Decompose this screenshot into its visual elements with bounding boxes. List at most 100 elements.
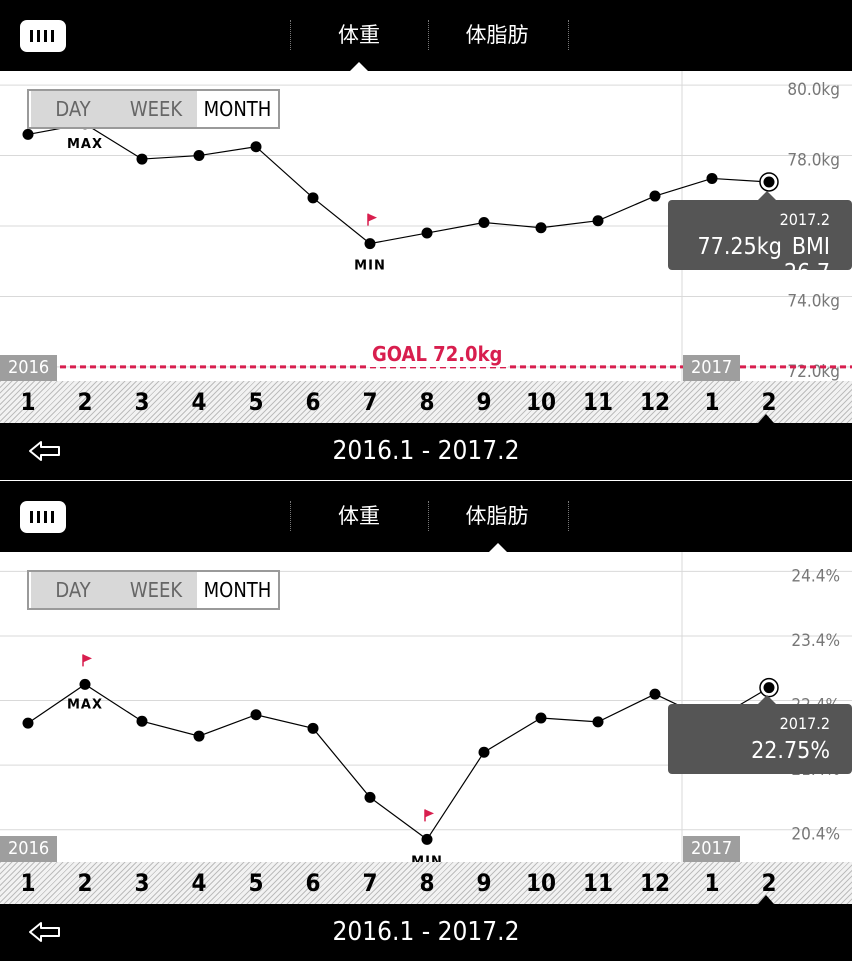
month-label[interactable]: 1	[20, 388, 36, 416]
tab-weight[interactable]: 体重	[338, 23, 380, 47]
data-point	[592, 716, 604, 728]
month-label[interactable]: 2	[77, 869, 93, 897]
y-tick-label: 74.0kg	[787, 291, 840, 311]
tooltip-date: 2017.2	[779, 714, 830, 733]
month-label[interactable]: 6	[305, 388, 321, 416]
month-label[interactable]: 9	[476, 869, 492, 897]
data-point	[22, 717, 34, 729]
tooltip-value: 77.25kg	[697, 234, 782, 260]
tooltip-bmi: BMI 26.7	[783, 234, 830, 286]
series-line	[27, 123, 770, 245]
data-point	[535, 222, 547, 234]
max-label: MAX	[67, 137, 103, 152]
data-point	[763, 176, 775, 188]
period-month-button[interactable]: MONTH	[197, 572, 278, 608]
year-end-badge: 2017	[683, 836, 741, 862]
month-label[interactable]: 7	[362, 869, 378, 897]
month-label[interactable]: 2	[761, 388, 777, 416]
month-label[interactable]: 3	[134, 869, 150, 897]
month-label[interactable]: 1	[704, 388, 720, 416]
month-label[interactable]: 4	[191, 869, 207, 897]
month-label[interactable]: 3	[134, 388, 150, 416]
month-label[interactable]: 12	[639, 869, 671, 897]
date-range-label: 2016.1 - 2017.2	[332, 436, 520, 466]
scale-logo-icon[interactable]	[20, 20, 66, 52]
month-label[interactable]: 10	[525, 869, 557, 897]
footer-bar: 2016.1 - 2017.2	[0, 423, 852, 480]
month-label[interactable]: 1	[704, 869, 720, 897]
month-label[interactable]: 8	[419, 869, 435, 897]
month-label[interactable]: 6	[305, 869, 321, 897]
month-label[interactable]: 4	[191, 388, 207, 416]
year-end-badge: 2017	[683, 355, 741, 381]
y-tick-label: 80.0kg	[787, 80, 840, 100]
tooltip-arrow	[758, 191, 776, 200]
data-point	[307, 192, 319, 204]
month-label[interactable]: 12	[639, 388, 671, 416]
year-start-badge: 2016	[0, 836, 58, 862]
data-point	[421, 227, 433, 239]
tooltip-arrow	[758, 695, 776, 704]
flag-icon	[425, 809, 434, 818]
panel-separator	[0, 480, 852, 481]
month-label[interactable]: 7	[362, 388, 378, 416]
tab-divider	[568, 20, 569, 50]
data-point	[763, 682, 775, 694]
value-tooltip: 2017.2 22.75%	[668, 695, 852, 774]
data-point	[193, 730, 205, 742]
month-label[interactable]: 11	[582, 869, 614, 897]
month-label[interactable]: 1	[20, 869, 36, 897]
goal-label: GOAL 72.0kg	[366, 341, 509, 367]
month-axis[interactable]: 1 2 3 4 5 6 7 8 9 10 11 12 1 2	[0, 381, 852, 423]
flag-icon	[368, 213, 377, 222]
date-range-label: 2016.1 - 2017.2	[332, 917, 520, 947]
data-point	[421, 833, 433, 845]
value-tooltip: 2017.2 77.25kg BMI 26.7	[668, 191, 852, 286]
tab-divider	[290, 501, 291, 531]
tab-weight[interactable]: 体重	[338, 504, 380, 528]
year-start-badge: 2016	[0, 355, 58, 381]
month-label[interactable]: 10	[525, 388, 557, 416]
tab-divider	[290, 20, 291, 50]
y-tick-label: 24.4%	[791, 566, 840, 586]
month-label[interactable]: 9	[476, 388, 492, 416]
weight-panel: 体重 体脂肪 80.0kg78.0kg76.0kg74.0kg72.0kgMAX…	[0, 0, 852, 480]
month-label[interactable]: 5	[248, 869, 264, 897]
month-label[interactable]: 5	[248, 388, 264, 416]
period-week-button[interactable]: WEEK	[115, 91, 197, 127]
data-point	[364, 791, 376, 803]
y-tick-label: 78.0kg	[787, 151, 840, 171]
min-label: MIN	[354, 259, 386, 274]
data-point	[592, 215, 604, 227]
period-selector: DAY WEEK MONTH	[27, 570, 280, 610]
active-tab-indicator	[489, 543, 507, 552]
month-label[interactable]: 11	[582, 388, 614, 416]
month-axis[interactable]: 1 2 3 4 5 6 7 8 9 10 11 12 1 2	[0, 862, 852, 904]
y-tick-label: 20.4%	[791, 825, 840, 845]
month-label[interactable]: 8	[419, 388, 435, 416]
data-point	[649, 190, 661, 202]
month-label[interactable]: 2	[761, 869, 777, 897]
month-label[interactable]: 2	[77, 388, 93, 416]
tab-divider	[568, 501, 569, 531]
data-point	[478, 216, 490, 228]
min-label: MIN	[411, 854, 443, 862]
period-week-button[interactable]: WEEK	[115, 572, 197, 608]
period-day-button[interactable]: DAY	[31, 91, 115, 127]
scale-logo-icon[interactable]	[20, 501, 66, 533]
data-point	[706, 172, 718, 184]
period-month-button[interactable]: MONTH	[197, 91, 278, 127]
footer-bar: 2016.1 - 2017.2	[0, 904, 852, 961]
flag-icon	[83, 654, 92, 663]
period-day-button[interactable]: DAY	[31, 572, 115, 608]
tab-body-fat[interactable]: 体脂肪	[465, 504, 529, 528]
back-arrow-icon[interactable]	[28, 439, 62, 463]
back-arrow-icon[interactable]	[28, 920, 62, 944]
tab-body-fat[interactable]: 体脂肪	[465, 23, 529, 47]
tooltip-value: 22.75%	[751, 738, 830, 764]
max-label: MAX	[67, 697, 103, 712]
data-point	[478, 746, 490, 758]
